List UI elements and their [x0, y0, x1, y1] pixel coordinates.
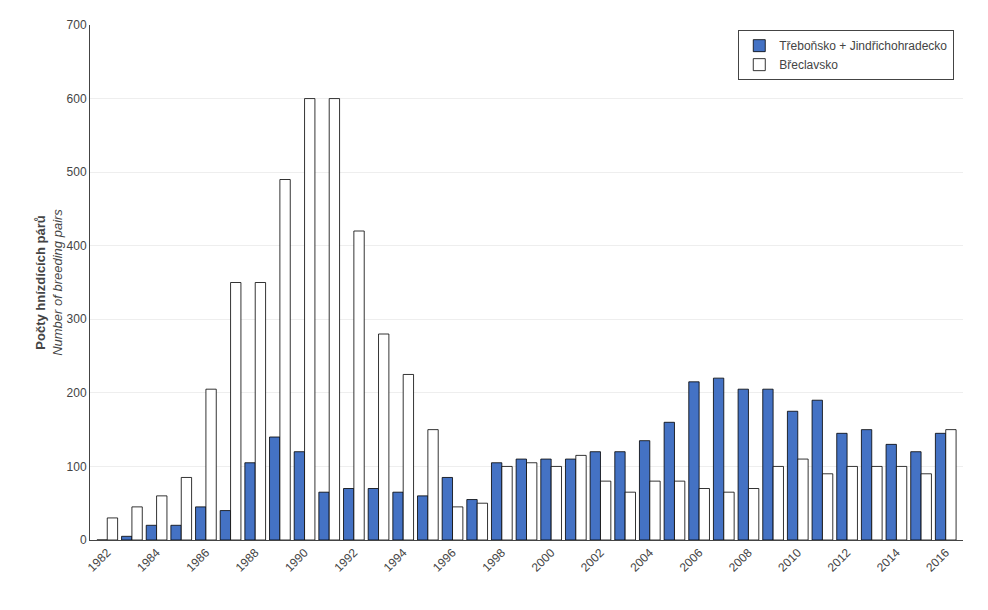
svg-text:1986: 1986 — [183, 546, 212, 575]
svg-text:400: 400 — [67, 239, 87, 253]
svg-text:1998: 1998 — [479, 546, 508, 575]
svg-text:700: 700 — [67, 18, 87, 32]
svg-text:2008: 2008 — [726, 546, 755, 575]
svg-text:200: 200 — [67, 386, 87, 400]
svg-text:1990: 1990 — [282, 546, 311, 575]
svg-text:100: 100 — [67, 460, 87, 474]
svg-text:1994: 1994 — [381, 546, 410, 575]
svg-text:2000: 2000 — [529, 546, 558, 575]
svg-text:300: 300 — [67, 312, 87, 326]
svg-text:2004: 2004 — [627, 546, 656, 575]
svg-text:2002: 2002 — [578, 546, 607, 575]
svg-text:1996: 1996 — [430, 546, 459, 575]
svg-text:0: 0 — [80, 533, 87, 547]
svg-text:1982: 1982 — [85, 546, 114, 575]
svg-text:2014: 2014 — [874, 546, 903, 575]
svg-text:Třeboňsko + Jindřichohradecko: Třeboňsko + Jindřichohradecko — [779, 39, 947, 53]
svg-text:Počty hnízdících párůNumber of: Počty hnízdících párůNumber of breeding … — [33, 209, 65, 356]
svg-text:1984: 1984 — [134, 546, 163, 575]
svg-text:1988: 1988 — [233, 546, 262, 575]
svg-text:2006: 2006 — [677, 546, 706, 575]
svg-text:500: 500 — [67, 165, 87, 179]
svg-text:600: 600 — [67, 92, 87, 106]
svg-text:1992: 1992 — [331, 546, 360, 575]
svg-text:2016: 2016 — [923, 546, 952, 575]
svg-text:2012: 2012 — [825, 546, 854, 575]
svg-text:Břeclavsko: Břeclavsko — [779, 58, 838, 72]
svg-text:2010: 2010 — [775, 546, 804, 575]
